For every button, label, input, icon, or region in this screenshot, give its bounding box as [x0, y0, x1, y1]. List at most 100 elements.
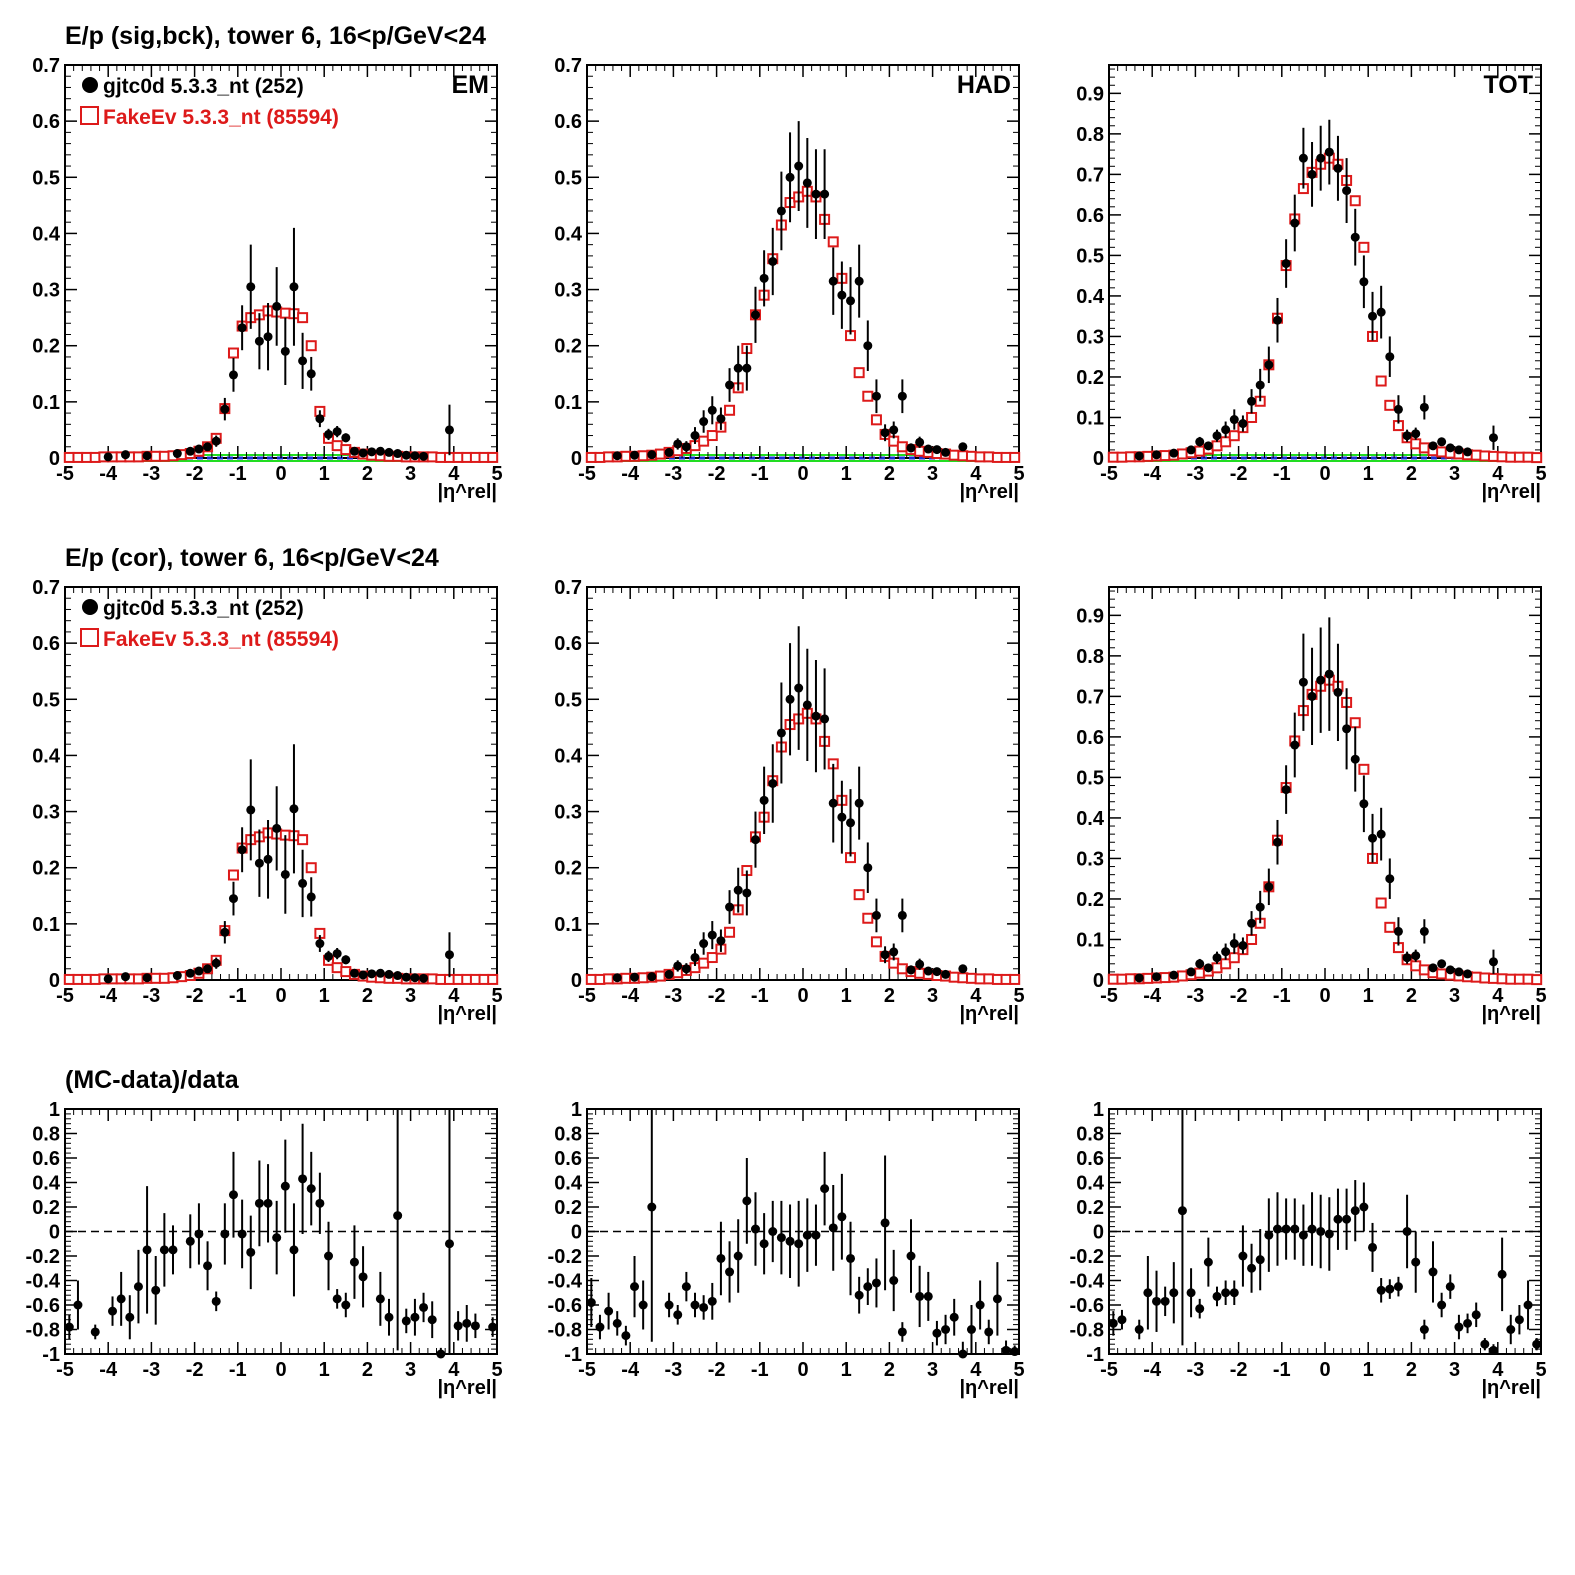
y-tick-label: -0.2: [26, 1246, 60, 1268]
data-point: [1203, 963, 1213, 973]
data-point: [1514, 1315, 1524, 1325]
chart-panel-4: -5 -4 -3 -2 -1 0 1 2 3 4 5 0 0.1 0.2 0.3 0.4 0.5 0.6 0.7 |η…: [32, 577, 502, 1025]
data-point: [863, 341, 873, 351]
data-point: [1195, 437, 1205, 447]
y-tick-label: 0.7: [32, 577, 60, 599]
y-tick-label: 0: [49, 970, 60, 992]
data-point: [298, 356, 308, 366]
x-tick-label: -4: [99, 1359, 118, 1381]
data-point: [750, 835, 760, 845]
data-point: [1333, 687, 1343, 697]
data-point: [1203, 1257, 1213, 1267]
data-point: [932, 445, 942, 455]
data-point: [185, 1236, 195, 1246]
x-axis-label: |η^rel|: [1481, 1377, 1541, 1399]
data-point: [332, 949, 342, 959]
data-point: [1108, 1318, 1118, 1328]
x-axis-label: |η^rel|: [1481, 1003, 1541, 1025]
mc-point: [1349, 717, 1361, 729]
data-point: [863, 1282, 873, 1292]
data-point: [1488, 957, 1498, 967]
x-tick-label: -1: [751, 1359, 769, 1381]
data-point: [1385, 1284, 1395, 1294]
mc-point: [698, 435, 710, 447]
y-tick-label: 0.8: [554, 1124, 582, 1146]
data-point: [419, 451, 429, 461]
mc-point: [1349, 195, 1361, 207]
y-tick-label: 0.2: [1076, 889, 1104, 911]
data-point: [64, 1322, 74, 1332]
x-tick-label: -4: [621, 985, 640, 1007]
x-tick-label: -2: [708, 985, 726, 1007]
data-point: [1134, 973, 1144, 983]
x-tick-label: -4: [621, 463, 640, 485]
data-point: [1402, 1227, 1412, 1236]
x-tick-label: -2: [1230, 463, 1248, 485]
data-point: [289, 804, 299, 814]
data-point: [1488, 433, 1498, 443]
data-point: [298, 878, 308, 888]
data-point: [133, 1282, 143, 1292]
data-point: [1523, 1300, 1533, 1310]
data-point: [776, 206, 786, 216]
data-point: [811, 1230, 821, 1240]
data-point: [228, 370, 238, 380]
data-point: [375, 446, 385, 456]
data-point: [768, 257, 778, 266]
data-point: [289, 282, 299, 292]
data-point: [750, 1224, 760, 1234]
x-tick-label: 5: [1013, 463, 1024, 485]
data-point: [630, 972, 640, 982]
chart-panel-3: -5 -4 -3 -2 -1 0 1 2 3 4 5 0 0.1 0.2 0.3 0.4 0.5 0.6 0.7 0.…: [1076, 64, 1547, 503]
x-tick-label: 5: [1535, 463, 1546, 485]
data-point: [1385, 874, 1395, 884]
data-point: [1402, 431, 1412, 441]
x-tick-label: 1: [841, 463, 852, 485]
legend-data-label: gjtc0d 5.3.3_nt (252): [103, 75, 304, 98]
x-tick-label: -3: [143, 985, 161, 1007]
mc-point: [487, 451, 499, 463]
x-tick-label: 1: [1363, 985, 1374, 1007]
x-tick-label: 2: [884, 1359, 895, 1381]
data-point: [1411, 429, 1421, 439]
data-point: [1350, 232, 1360, 242]
data-point: [220, 927, 230, 937]
data-point: [315, 939, 325, 949]
data-point: [647, 450, 657, 460]
data-point: [1368, 311, 1378, 321]
mc-point: [706, 952, 718, 964]
y-tick-label: -0.8: [26, 1320, 60, 1342]
data-point: [419, 973, 429, 983]
data-point: [811, 711, 821, 721]
chart-panel-5: -5 -4 -3 -2 -1 0 1 2 3 4 5 0 0.1 0.2 0.3 0.4 0.5 0.6 0.7 |η…: [554, 577, 1024, 1025]
data-point: [681, 1282, 691, 1292]
data-point: [750, 310, 760, 320]
data-point: [1238, 419, 1248, 429]
data-point: [820, 1184, 830, 1194]
data-point: [1368, 1242, 1378, 1252]
data-point: [915, 959, 925, 969]
x-tick-label: -3: [143, 463, 161, 485]
data-point: [203, 1261, 213, 1271]
data-point: [367, 969, 377, 979]
data-point: [1229, 1288, 1239, 1298]
data-point: [759, 273, 769, 283]
data-point: [897, 1327, 907, 1337]
y-tick-label: 0.8: [32, 1124, 60, 1146]
data-point: [410, 973, 420, 983]
data-point: [1143, 1288, 1153, 1298]
data-point: [488, 1322, 498, 1332]
mc-point: [862, 390, 874, 402]
x-tick-label: 0: [1319, 463, 1330, 485]
data-point: [1117, 1315, 1127, 1325]
data-point: [1186, 1288, 1196, 1298]
data-point: [1471, 1310, 1481, 1320]
data-point: [401, 972, 411, 982]
data-point: [462, 1318, 472, 1328]
y-tick-label: 0.5: [32, 689, 60, 711]
data-point: [923, 966, 933, 976]
data-point: [358, 448, 368, 458]
data-point: [1463, 1318, 1473, 1328]
x-tick-label: 4: [448, 463, 460, 485]
